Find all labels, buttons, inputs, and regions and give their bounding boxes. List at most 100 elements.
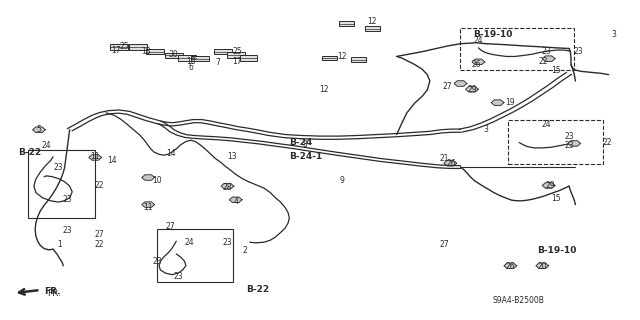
Text: S9A4-B2500B: S9A4-B2500B [492, 296, 544, 305]
Text: 25: 25 [232, 47, 242, 56]
Text: 29: 29 [545, 181, 555, 190]
Text: 12: 12 [338, 52, 347, 61]
Text: 15: 15 [552, 194, 561, 203]
Text: 22: 22 [95, 240, 104, 249]
Text: 12: 12 [367, 17, 377, 26]
Text: B-24: B-24 [289, 138, 312, 147]
Bar [365, 27, 380, 31]
Bar [322, 56, 337, 60]
Text: B-24-1: B-24-1 [289, 152, 323, 161]
Text: 14: 14 [108, 156, 117, 164]
Text: 23: 23 [564, 141, 574, 150]
Polygon shape [89, 155, 102, 160]
Polygon shape [221, 183, 234, 189]
Text: 9: 9 [340, 176, 345, 185]
Text: 27: 27 [165, 222, 175, 231]
Text: B-22: B-22 [246, 285, 269, 294]
Text: 6: 6 [189, 63, 193, 72]
Bar [214, 49, 232, 54]
Text: 23: 23 [542, 47, 552, 56]
Polygon shape [229, 197, 242, 203]
Bar [28, 150, 95, 218]
Text: 26: 26 [446, 159, 456, 168]
Polygon shape [504, 263, 516, 268]
Bar [351, 57, 366, 62]
Bar [129, 44, 147, 50]
Text: 20: 20 [538, 262, 547, 271]
Text: 29: 29 [467, 85, 477, 94]
Polygon shape [142, 202, 155, 207]
Text: 26: 26 [472, 60, 481, 69]
Text: 5: 5 [36, 125, 42, 134]
Text: B-22: B-22 [19, 148, 42, 156]
Text: 24: 24 [542, 120, 552, 130]
Bar [147, 49, 164, 54]
Text: 14: 14 [166, 149, 176, 158]
Text: 8: 8 [302, 140, 307, 148]
Polygon shape [536, 263, 548, 268]
Text: 10: 10 [152, 176, 162, 185]
Text: 19: 19 [506, 98, 515, 107]
Text: 27: 27 [94, 230, 104, 239]
Text: 22: 22 [603, 138, 612, 147]
Text: 7: 7 [216, 58, 220, 67]
Text: 23: 23 [153, 258, 163, 267]
Text: 1: 1 [57, 240, 62, 249]
Bar [166, 53, 183, 58]
Bar [157, 229, 232, 282]
Bar [339, 21, 355, 26]
Bar [227, 52, 244, 58]
Polygon shape [491, 100, 504, 105]
Bar [110, 44, 128, 50]
Text: B-19-10: B-19-10 [537, 246, 577, 255]
Text: 28: 28 [223, 183, 232, 192]
Bar [508, 120, 603, 164]
Polygon shape [472, 59, 484, 65]
Text: 27: 27 [443, 82, 452, 91]
Text: 23: 23 [574, 47, 584, 56]
Text: 15: 15 [552, 66, 561, 75]
Text: 24: 24 [42, 141, 51, 150]
Text: 30: 30 [169, 50, 179, 59]
Text: 16: 16 [186, 57, 196, 66]
Polygon shape [142, 175, 155, 180]
Text: 13: 13 [228, 152, 237, 161]
Text: FR.: FR. [47, 289, 61, 298]
Text: 27: 27 [439, 240, 449, 249]
Text: FR.: FR. [44, 287, 61, 296]
Polygon shape [542, 183, 555, 188]
Polygon shape [542, 56, 555, 61]
Bar [178, 55, 196, 61]
Text: 22: 22 [539, 57, 548, 66]
Text: 25: 25 [119, 42, 129, 52]
Text: 3: 3 [484, 125, 488, 134]
Text: 17: 17 [111, 45, 120, 55]
Text: 3: 3 [611, 30, 616, 39]
Text: 23: 23 [564, 132, 574, 140]
Text: 4: 4 [233, 197, 238, 206]
Text: 23: 23 [53, 164, 63, 172]
Text: 11: 11 [90, 152, 100, 161]
Text: 21: 21 [439, 154, 449, 163]
Text: 12: 12 [319, 85, 328, 94]
Text: 17: 17 [232, 57, 242, 66]
Text: 26: 26 [506, 262, 515, 271]
Text: 24: 24 [474, 36, 483, 45]
Text: 23: 23 [63, 195, 72, 204]
Polygon shape [454, 81, 467, 86]
Bar [239, 55, 257, 61]
Text: 23: 23 [173, 272, 183, 281]
Text: 23: 23 [63, 226, 72, 235]
Bar [191, 56, 209, 61]
Text: 22: 22 [95, 181, 104, 190]
Text: B-19-10: B-19-10 [473, 30, 513, 39]
Text: 24: 24 [184, 238, 194, 247]
Polygon shape [568, 141, 580, 146]
Text: 23: 23 [223, 238, 232, 247]
Polygon shape [444, 160, 457, 166]
Text: 2: 2 [243, 246, 248, 255]
Text: 18: 18 [141, 47, 151, 56]
Bar [461, 28, 574, 70]
Polygon shape [33, 127, 45, 132]
Text: 11: 11 [143, 203, 153, 212]
